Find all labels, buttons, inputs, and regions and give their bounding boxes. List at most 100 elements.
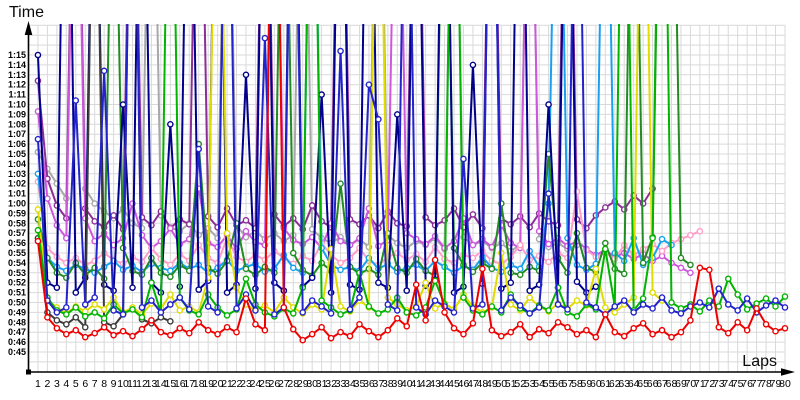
- y-tick-label: 1:00: [8, 199, 26, 209]
- data-point: [204, 303, 212, 310]
- data-point: [403, 322, 411, 330]
- data-point: [706, 304, 713, 311]
- x-tick-label: 30: [306, 378, 318, 390]
- data-point: [299, 309, 307, 316]
- x-tick-label: 25: [259, 378, 271, 390]
- data-point: [176, 294, 184, 301]
- y-tick-labels: 1:151:141:131:121:111:101:091:081:071:06…: [8, 50, 26, 357]
- x-tick-label: 73: [713, 378, 725, 390]
- data-point: [148, 317, 155, 324]
- data-point: [649, 234, 656, 242]
- data-point: [535, 304, 543, 311]
- data-point: [554, 318, 562, 326]
- data-point: [91, 218, 98, 225]
- data-point: [337, 180, 344, 187]
- x-tick-label: 62: [609, 378, 621, 390]
- x-tick-label: 33: [335, 378, 347, 390]
- y-tick-label: 0:47: [8, 327, 26, 337]
- data-point: [81, 333, 89, 341]
- data-point: [696, 308, 704, 315]
- data-point: [195, 311, 203, 318]
- data-point: [706, 266, 713, 274]
- data-point: [422, 317, 429, 324]
- x-tick-label: 64: [628, 378, 640, 390]
- data-point: [469, 211, 477, 218]
- data-point: [696, 264, 704, 272]
- data-point: [545, 307, 552, 314]
- x-tick-label: 78: [760, 378, 772, 390]
- x-tick-label: 5: [73, 378, 79, 390]
- data-point: [167, 318, 174, 325]
- y-tick-label: 1:09: [8, 109, 26, 119]
- data-point: [507, 279, 515, 287]
- data-point: [734, 318, 742, 326]
- x-tick-label: 2: [44, 378, 50, 390]
- x-tick-label: 79: [770, 378, 782, 390]
- x-tick-label: 32: [325, 378, 337, 390]
- data-point: [743, 295, 751, 302]
- y-tick-label: 0:54: [8, 258, 26, 268]
- data-point: [545, 240, 552, 248]
- y-tick-label: 0:58: [8, 218, 26, 228]
- data-point: [157, 328, 165, 336]
- data-point: [668, 333, 675, 341]
- data-point: [119, 311, 127, 318]
- data-point: [119, 101, 127, 108]
- data-point: [460, 294, 467, 301]
- data-point: [412, 312, 420, 319]
- x-tick-labels: 1 2 3 4 5 6 7 8 9 1011121314151617181920212223242…: [35, 378, 791, 390]
- data-point: [545, 101, 552, 108]
- data-point: [393, 111, 401, 118]
- y-tick-label: 1:13: [8, 70, 26, 80]
- data-point: [308, 330, 316, 338]
- x-tick-label: 36: [363, 378, 375, 390]
- data-point: [479, 265, 486, 273]
- x-tick-label: 68: [666, 378, 678, 390]
- data-point: [129, 284, 136, 291]
- data-point: [507, 294, 515, 301]
- data-point: [252, 320, 259, 328]
- x-tick-label: 67: [656, 378, 668, 390]
- data-point: [507, 301, 515, 308]
- data-point: [289, 310, 297, 317]
- data-point: [280, 304, 288, 311]
- data-point: [72, 304, 80, 311]
- data-point: [167, 331, 174, 339]
- data-point: [545, 190, 552, 197]
- x-tick-label: 9: [111, 378, 117, 390]
- data-point: [308, 202, 316, 209]
- data-point: [639, 301, 647, 308]
- data-point: [44, 195, 51, 202]
- data-point: [100, 323, 108, 331]
- data-point: [129, 306, 136, 313]
- x-tick-label: 60: [590, 378, 602, 390]
- data-point: [384, 301, 392, 308]
- data-point: [167, 224, 174, 232]
- data-point: [91, 309, 98, 316]
- y-tick-label: 1:03: [8, 169, 26, 179]
- data-point: [592, 304, 600, 311]
- y-tick-label: 0:46: [8, 337, 26, 347]
- series-lines: [34, 24, 789, 344]
- data-point: [630, 309, 637, 316]
- data-point: [384, 326, 392, 334]
- data-point: [337, 328, 344, 336]
- data-point: [724, 275, 732, 283]
- data-point: [34, 51, 42, 59]
- x-tick-label: 80: [779, 378, 791, 390]
- data-point: [242, 295, 250, 302]
- data-point: [687, 269, 694, 277]
- y-tick-label: 1:12: [8, 80, 26, 90]
- data-point: [393, 307, 401, 314]
- data-point: [261, 326, 269, 334]
- data-point: [53, 309, 61, 316]
- data-point: [185, 329, 193, 337]
- data-point: [734, 307, 742, 314]
- x-tick-label: 71: [694, 378, 706, 390]
- data-point: [573, 313, 581, 320]
- x-tick-label: 70: [685, 378, 697, 390]
- data-point: [110, 212, 117, 219]
- data-point: [602, 245, 609, 253]
- series-red: [34, 24, 789, 344]
